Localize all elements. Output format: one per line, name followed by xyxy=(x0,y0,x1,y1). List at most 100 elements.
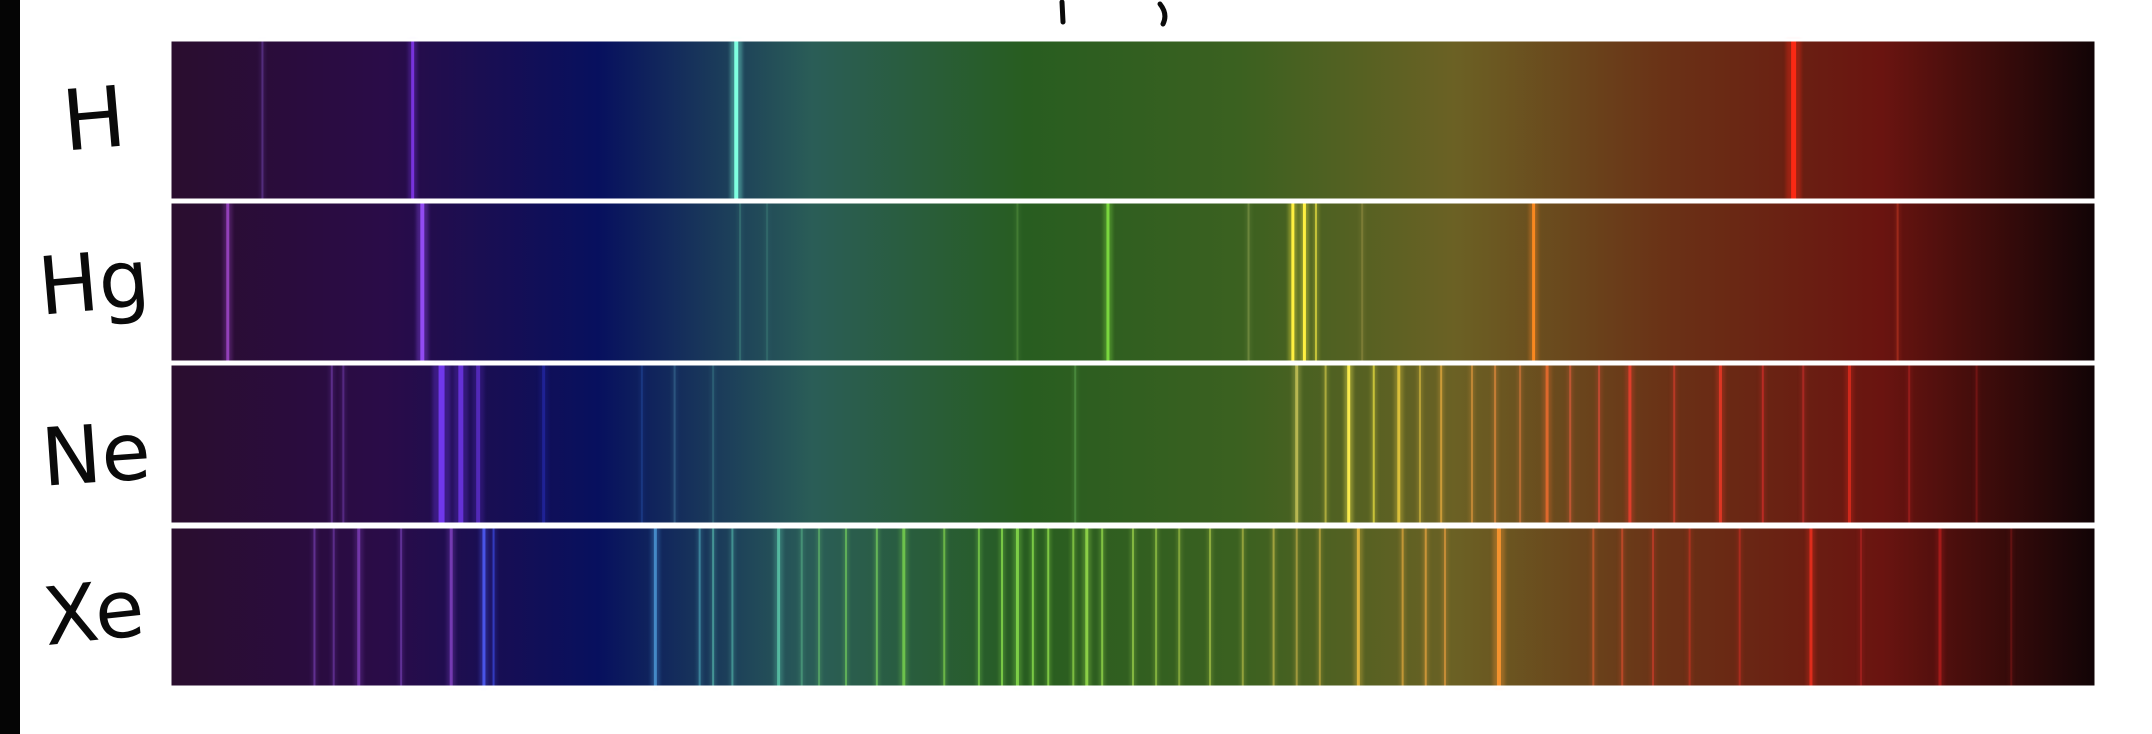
emission-line xyxy=(1016,202,1019,362)
emission-line xyxy=(1440,364,1443,524)
emission-line xyxy=(800,527,803,687)
spectrum-background xyxy=(170,364,2096,524)
spectrum-border xyxy=(168,200,2098,364)
emission-line-glow xyxy=(328,364,335,524)
emission-line xyxy=(261,40,264,200)
emission-line xyxy=(1302,202,1306,362)
spectrum-background xyxy=(170,40,2096,200)
emission-line xyxy=(357,527,361,687)
emission-line xyxy=(1908,364,1911,524)
emission-line-glow xyxy=(710,364,717,524)
emission-line-glow xyxy=(1014,202,1021,362)
emission-line xyxy=(739,202,742,362)
emission-line xyxy=(1001,527,1004,687)
emission-line xyxy=(1318,527,1321,687)
emission-line xyxy=(1085,527,1089,687)
emission-line xyxy=(653,527,657,687)
emission-line xyxy=(1444,527,1447,687)
emission-line xyxy=(777,527,781,687)
emission-line xyxy=(1155,527,1158,687)
emission-line xyxy=(1424,527,1427,687)
emission-line xyxy=(330,364,333,524)
emission-line xyxy=(1015,527,1019,687)
emission-line xyxy=(1598,364,1601,524)
emission-line xyxy=(673,364,676,524)
emission-line xyxy=(1031,527,1034,687)
emission-line-glow xyxy=(340,364,347,524)
emission-line-glow xyxy=(737,202,744,362)
spectrum-border xyxy=(168,362,2098,526)
emission-line xyxy=(766,202,769,362)
emission-line xyxy=(1738,527,1741,687)
emission-line xyxy=(1761,364,1764,524)
emission-line xyxy=(1178,527,1181,687)
emission-line xyxy=(1356,527,1360,687)
emission-line xyxy=(482,527,486,687)
emission-line xyxy=(1132,527,1134,687)
emission-line xyxy=(438,364,445,524)
emission-line-glow xyxy=(1072,364,1079,524)
spectrum-band-hg xyxy=(168,200,2098,364)
emission-line xyxy=(1545,364,1549,524)
emission-line xyxy=(1072,527,1075,687)
element-label-ne: Ne xyxy=(38,404,153,504)
emission-line xyxy=(712,364,715,524)
emission-line xyxy=(1272,527,1275,687)
cropped-title-fragment xyxy=(1059,0,1168,27)
emission-line xyxy=(2010,527,2013,687)
emission-line xyxy=(1106,202,1110,362)
element-label-xe-text: Xe xyxy=(39,561,149,664)
emission-line xyxy=(476,364,481,524)
emission-line-glow xyxy=(1245,202,1252,362)
emission-line-glow xyxy=(798,527,805,687)
emission-line xyxy=(342,364,345,524)
element-label-h-text: H xyxy=(58,67,129,170)
emission-line xyxy=(1241,527,1244,687)
emission-line xyxy=(698,527,701,687)
emission-line-glow xyxy=(1973,364,1980,524)
emission-line xyxy=(1860,527,1863,687)
emission-line xyxy=(734,40,739,200)
emission-line xyxy=(1519,364,1522,524)
emission-line xyxy=(712,527,715,687)
spectrum-background xyxy=(170,202,2096,362)
emission-line xyxy=(400,527,403,687)
emission-line-glow xyxy=(398,527,405,687)
emission-line xyxy=(1074,364,1077,524)
emission-line xyxy=(1401,527,1404,687)
emission-line xyxy=(1496,527,1501,687)
emission-line xyxy=(492,527,495,687)
emission-line-glow xyxy=(1736,527,1743,687)
emission-line-glow xyxy=(1858,527,1865,687)
emission-line xyxy=(1569,364,1572,524)
emission-line xyxy=(458,364,464,524)
emission-line xyxy=(1324,364,1327,524)
emission-line-glow xyxy=(764,202,771,362)
emission-line xyxy=(1314,202,1317,362)
emission-line xyxy=(977,527,980,687)
emission-line xyxy=(1047,527,1050,687)
emission-line xyxy=(1718,364,1722,524)
emission-line xyxy=(1361,202,1364,362)
emission-line xyxy=(731,527,734,687)
emission-line xyxy=(1295,527,1298,687)
element-label-xe: Xe xyxy=(39,561,149,664)
emission-line xyxy=(1809,527,1813,687)
emission-line xyxy=(1209,527,1212,687)
emission-line xyxy=(1532,202,1536,362)
emission-line xyxy=(1592,527,1595,687)
emission-line xyxy=(313,527,316,687)
emission-line xyxy=(1470,364,1473,524)
emission-line xyxy=(1397,364,1401,524)
emission-line xyxy=(411,40,415,200)
element-label-h: H xyxy=(58,67,129,170)
spectrum-band-ne xyxy=(168,362,2098,526)
emission-line xyxy=(1418,364,1421,524)
emission-line xyxy=(1791,40,1797,200)
spectrum-border xyxy=(168,38,2098,202)
spectra-bands xyxy=(168,38,2098,689)
emission-line xyxy=(943,527,946,687)
emission-line-glow xyxy=(1894,202,1901,362)
emission-line xyxy=(1295,364,1299,524)
